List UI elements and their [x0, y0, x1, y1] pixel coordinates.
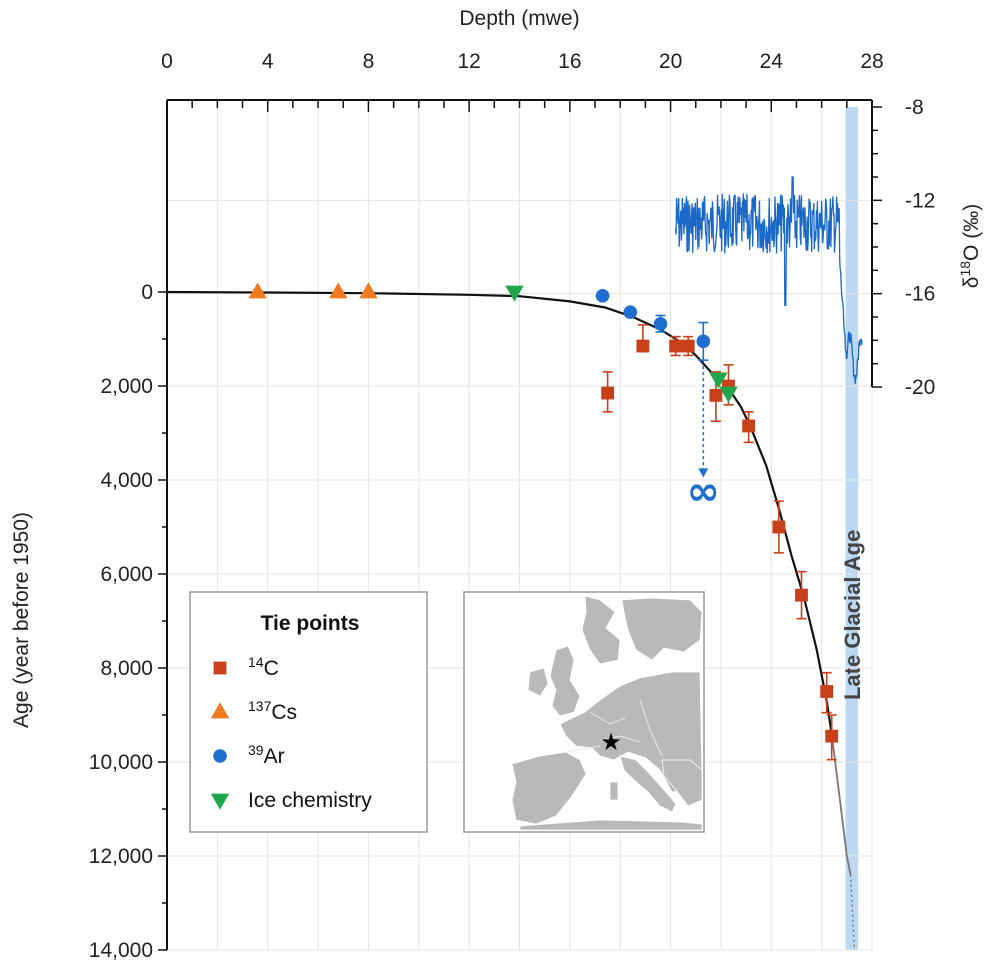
- map-border: [589, 711, 626, 725]
- data-point-square: [636, 339, 650, 353]
- legend-label: 39Ar: [248, 742, 285, 768]
- data-point-triangle-down: [719, 386, 738, 403]
- x-tick-label: 20: [659, 50, 682, 73]
- data-point-square: [709, 389, 723, 402]
- y-tick-label: 8,000: [100, 657, 153, 680]
- map-landmass: [619, 755, 677, 813]
- legend-label-sup: 39: [248, 742, 264, 758]
- y-tick-label: 12,000: [89, 845, 153, 868]
- data-point-square: [825, 729, 839, 743]
- x-tick-label: 12: [457, 50, 480, 73]
- legend-label: 137Cs: [248, 698, 297, 724]
- map-landmass: [581, 595, 621, 665]
- map-landmass: [609, 781, 619, 801]
- right-axis-title-sup: 18: [957, 261, 973, 277]
- map-landmass: [549, 645, 581, 717]
- data-point-square: [669, 339, 683, 353]
- map-landmass: [527, 667, 549, 697]
- legend: Tie points 14C 137Cs 39Ar Ice chemistry: [189, 591, 428, 833]
- right-axis-title-main: δ: [960, 277, 983, 289]
- right-axis-title: δ18O (‰): [957, 204, 983, 288]
- legend-marker-circle: [213, 749, 227, 763]
- data-point-circle: [623, 305, 638, 320]
- map-border: [599, 735, 641, 743]
- x-axis-title: Depth (mwe): [459, 7, 579, 30]
- map-landmass: [511, 751, 587, 825]
- x-tick-label: 16: [558, 50, 581, 73]
- series-ice-chemistry: [505, 285, 738, 403]
- series-14c: [601, 324, 839, 761]
- legend-box: [189, 591, 428, 833]
- legend-label-rest: Ar: [264, 745, 285, 768]
- data-point-square: [772, 520, 786, 534]
- data-point-circle: [595, 288, 610, 303]
- data-point-square: [742, 419, 756, 433]
- x-tick-label: 0: [161, 50, 173, 73]
- series-39ar: [595, 288, 711, 361]
- data-point-square: [601, 386, 615, 400]
- d18o-series-layer: [674, 176, 863, 384]
- y-tick-label: 0: [141, 281, 153, 304]
- right-tick-label: -8: [905, 96, 924, 119]
- map-border: [565, 745, 601, 753]
- legend-marker-triangle-up: [210, 702, 230, 719]
- late-glacial-label: Late Glacial Age: [840, 530, 865, 700]
- x-tick-label: 24: [760, 50, 784, 73]
- tie-points-layer: ∞: [248, 282, 839, 761]
- y-tick-label: 2,000: [100, 375, 153, 398]
- y-tick-label: 14,000: [89, 939, 153, 962]
- data-point-circle: [696, 334, 711, 349]
- x-tick-label: 28: [860, 50, 883, 73]
- data-point-triangle-down: [709, 372, 728, 389]
- map-border: [639, 699, 663, 757]
- map-landmass: [519, 819, 703, 831]
- data-point-triangle-down: [505, 285, 524, 302]
- inset-map: ★: [463, 591, 705, 833]
- map-landmass: [661, 759, 703, 807]
- legend-marker-square: [213, 661, 227, 675]
- right-tick-label: -16: [905, 283, 935, 306]
- age-depth-curve-extension: [830, 733, 852, 875]
- legend-label: Ice chemistry: [248, 789, 372, 812]
- right-axis-title-rest: O (‰): [960, 204, 983, 261]
- data-point-triangle-up: [248, 282, 267, 299]
- d18o-line: [674, 176, 863, 384]
- y-tick-label: 4,000: [100, 469, 153, 492]
- infinity-arrow-head: [698, 468, 709, 478]
- data-point-circle: [653, 317, 668, 331]
- legend-label-rest: C: [264, 657, 279, 680]
- data-point-square: [681, 339, 695, 353]
- data-point-triangle-up: [359, 282, 378, 299]
- data-point-square: [820, 685, 834, 698]
- legend-label: 14C: [248, 654, 279, 680]
- late-glacial-band: [845, 107, 859, 950]
- data-point-square: [795, 588, 808, 602]
- legend-title: Tie points: [261, 612, 360, 635]
- right-tick-label: -20: [905, 376, 935, 399]
- y-tick-label: 10,000: [89, 751, 153, 774]
- legend-label-sup: 14: [248, 654, 264, 670]
- legend-label-main: Ice chemistry: [248, 789, 372, 812]
- series-137cs: [248, 282, 378, 299]
- location-star-icon: ★: [600, 728, 622, 756]
- x-tick-label: 8: [363, 50, 375, 73]
- right-tick-label: -12: [905, 189, 935, 212]
- x-tick-label: 4: [262, 50, 274, 73]
- infinity-symbol: ∞: [687, 468, 720, 514]
- y-tick-label: 6,000: [100, 563, 153, 586]
- map-landmass: [621, 597, 703, 661]
- shaded-band-layer: Late Glacial Age: [840, 107, 865, 950]
- data-point-triangle-up: [329, 282, 348, 299]
- axes-layer: 0 4 8 12 16 20 24 28 Depth (mwe) 0 2,000 4,000 6,000…: [10, 7, 983, 962]
- legend-label-rest: Cs: [271, 701, 297, 724]
- y-axis-title: Age (year before 1950): [10, 512, 33, 728]
- legend-marker-triangle-down: [210, 793, 230, 810]
- legend-label-sup: 137: [248, 698, 272, 714]
